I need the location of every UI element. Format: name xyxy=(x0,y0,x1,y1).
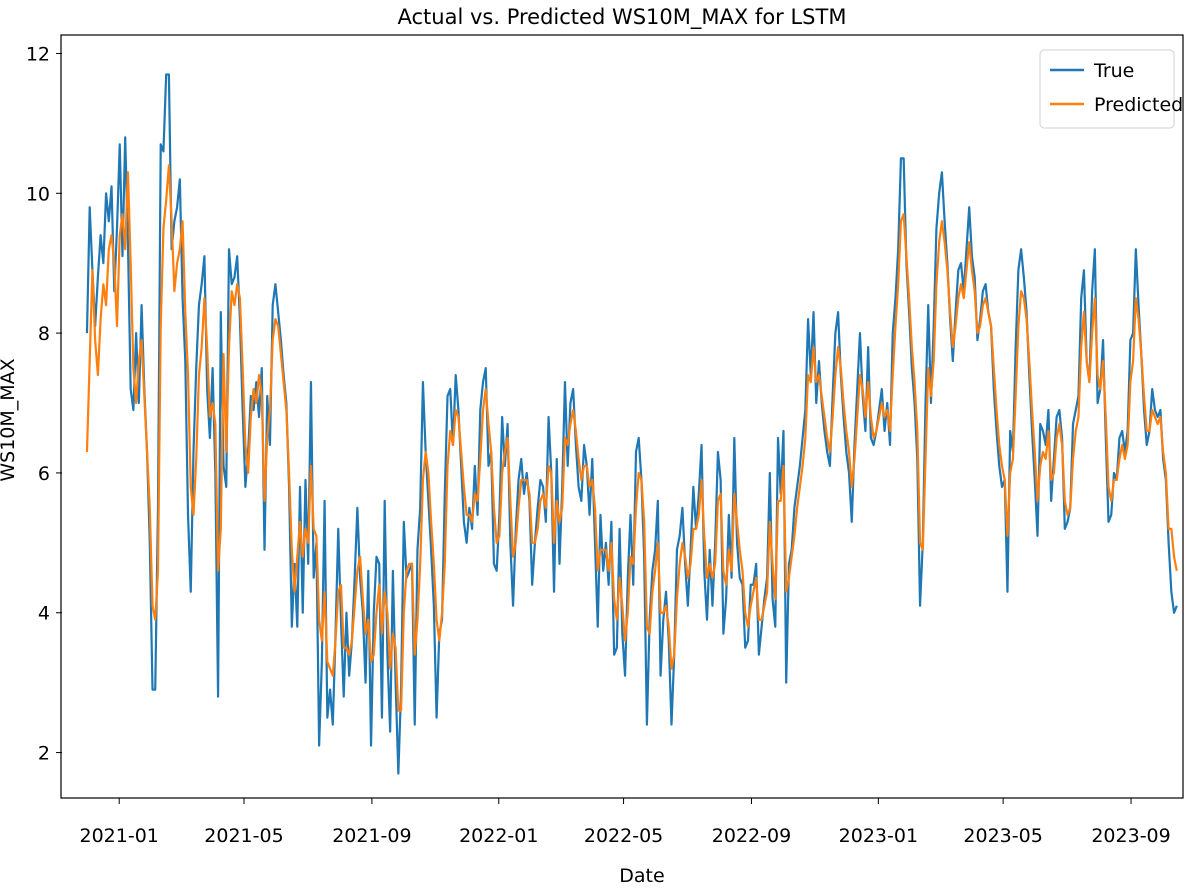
plot-frame xyxy=(60,34,1184,799)
x-tick-label: 2023-09 xyxy=(1091,825,1170,847)
series-layer xyxy=(85,73,1178,775)
x-tick-label: 2023-05 xyxy=(963,825,1042,847)
x-tick-label: 2022-01 xyxy=(459,825,538,847)
series-line-predicted xyxy=(85,164,1178,712)
legend-predicted-label: Predicted xyxy=(1094,94,1183,116)
x-tick-label: 2023-01 xyxy=(839,825,918,847)
y-tick-label: 8 xyxy=(38,323,50,345)
x-axis: 2021-01 2021-05 2021-09 2022-01 2022-05 2022-… xyxy=(80,798,1171,847)
y-axis: 2 4 6 8 10 12 xyxy=(26,43,62,765)
x-tick-label: 2021-05 xyxy=(204,825,283,847)
y-tick-label: 10 xyxy=(26,183,50,205)
x-tick-label: 2021-09 xyxy=(332,825,411,847)
y-tick-label: 4 xyxy=(38,603,50,625)
y-axis-label: WS10M_MAX xyxy=(0,358,19,481)
x-axis-label: Date xyxy=(619,865,664,887)
y-tick-label: 12 xyxy=(26,43,50,65)
y-tick-label: 2 xyxy=(38,743,50,765)
chart-title: Actual vs. Predicted WS10M_MAX for LSTM xyxy=(398,5,847,30)
legend: True Predicted xyxy=(1039,49,1183,129)
x-tick-label: 2022-05 xyxy=(584,825,663,847)
legend-true-label: True xyxy=(1093,60,1134,82)
x-tick-label: 2021-01 xyxy=(80,825,159,847)
x-tick-label: 2022-09 xyxy=(712,825,791,847)
y-tick-label: 6 xyxy=(38,463,50,485)
